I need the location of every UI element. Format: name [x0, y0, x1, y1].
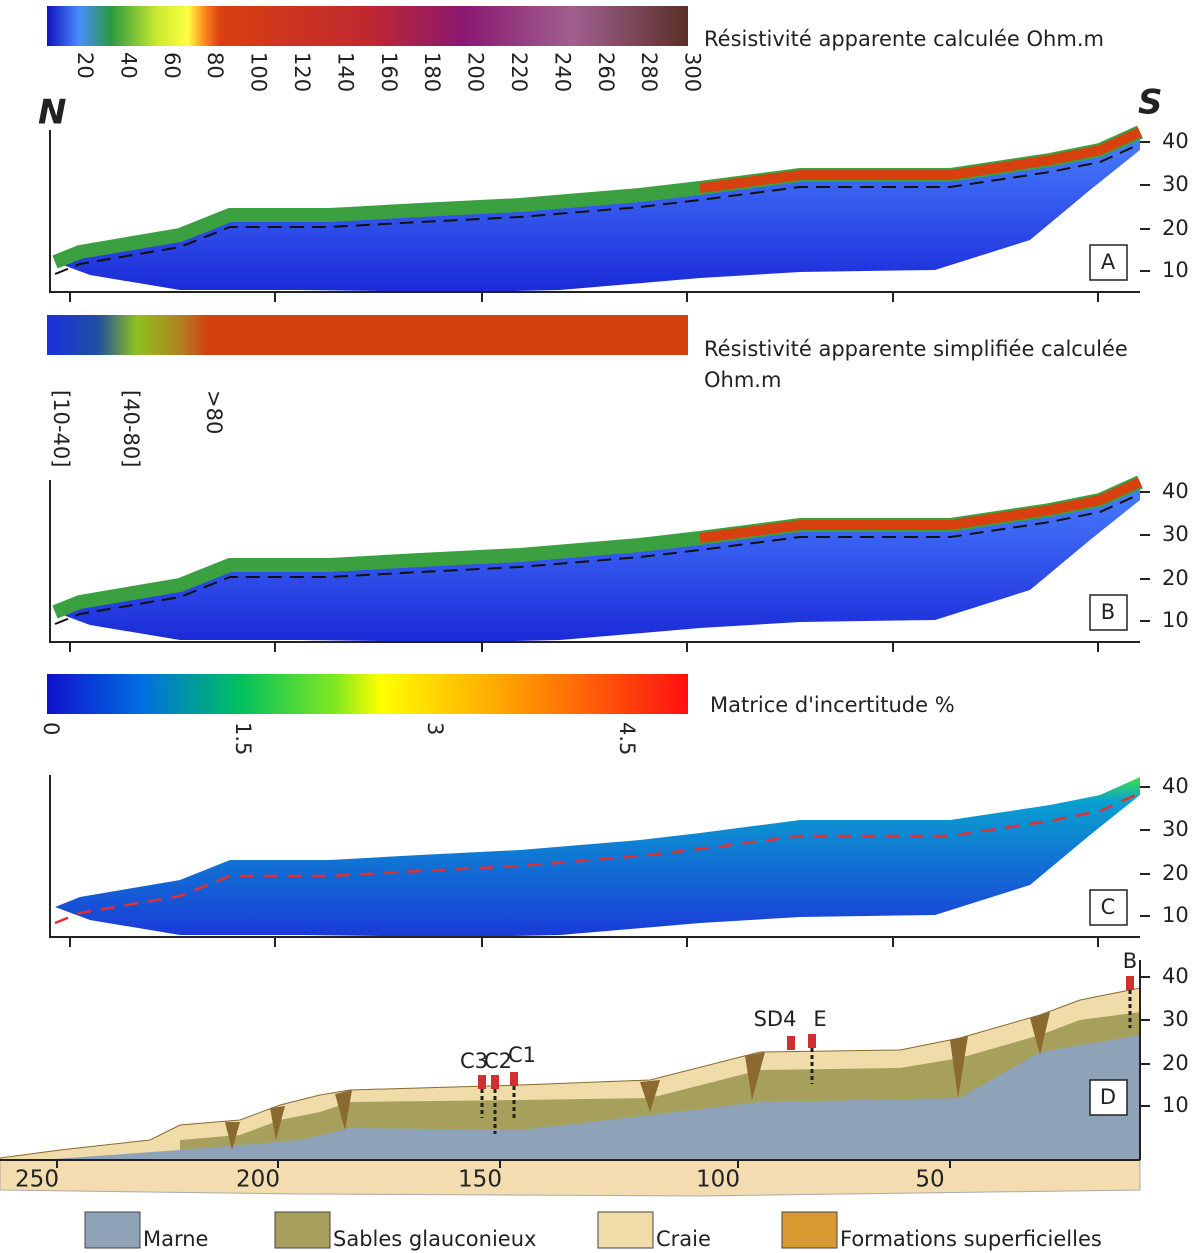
elevation-tick-label: 10	[1162, 608, 1189, 632]
borehole-label: E	[813, 1007, 826, 1031]
borehole-label: SD4	[754, 1007, 797, 1031]
profile	[55, 132, 1140, 292]
legend: Marne Sables glauconieux Craie Formation…	[84, 1211, 1102, 1251]
legend-swatch	[274, 1211, 331, 1249]
legend-label: Formations superficielles	[840, 1227, 1102, 1251]
geological-section	[0, 960, 1141, 1197]
colorbar-a-label: Résistivité apparente calculée Ohm.m	[704, 27, 1104, 51]
elevation-tick-label: 10	[1162, 1093, 1189, 1117]
panel: 40 30 20 10 A	[49, 125, 1189, 302]
distance-tick-label: 200	[236, 1167, 280, 1193]
borehole-markers	[478, 976, 1134, 1089]
elevation-tick-label: 40	[1162, 479, 1189, 503]
panel-label: C	[1101, 895, 1116, 919]
axis	[49, 480, 1140, 643]
colorbar-b-tick-label: [10-40]	[49, 390, 73, 467]
colorbar-a-tick-label: 120	[290, 52, 314, 92]
legend-swatch	[84, 1211, 141, 1249]
colorbar-a-tick-label: 260	[594, 52, 618, 92]
colorbar-c-tick-label: 4.5	[615, 722, 639, 755]
elevation-tick-label: 20	[1162, 1051, 1189, 1075]
fault-wedges	[225, 1012, 1050, 1150]
profile	[55, 777, 1140, 937]
contour	[54, 791, 1141, 925]
panel: 40 30 20 10 D	[1089, 964, 1189, 1117]
elevation-tick-label: 30	[1162, 522, 1189, 546]
colorbar-a-tick-label: 180	[420, 52, 444, 92]
axis	[49, 130, 1140, 293]
legend-label: Sables glauconieux	[333, 1227, 536, 1251]
legend-label: Craie	[656, 1227, 711, 1251]
colorbar-a-tick-label: 200	[464, 52, 488, 92]
borehole-label: C2	[484, 1049, 512, 1073]
colorbar-a-tick-label: 280	[637, 52, 661, 92]
distance-tick-label: 250	[15, 1167, 59, 1193]
south-label: S	[1138, 83, 1163, 123]
colorbar-c-label: Matrice d'incertitude %	[710, 693, 955, 717]
elevation-tick-label: 20	[1162, 861, 1189, 885]
elevation-tick-label: 40	[1162, 129, 1189, 153]
distance-tick-label: 50	[915, 1167, 944, 1193]
north-label: N	[38, 93, 66, 133]
elevation-tick-label: 20	[1162, 566, 1189, 590]
panel-label: A	[1101, 250, 1116, 274]
colorbar-a-tick-label: 60	[160, 52, 184, 79]
panel-label-box	[1089, 1079, 1128, 1116]
colorbar-a-tick-label: 160	[377, 52, 401, 92]
panel-label: D	[1100, 1085, 1116, 1109]
profile	[55, 482, 1140, 642]
colorbar-a-tick-label: 140	[333, 52, 357, 92]
colorbar-a-tick-label: 80	[203, 52, 227, 79]
elevation-tick-label: 30	[1162, 817, 1189, 841]
borehole-logs	[480, 990, 1132, 1134]
colorbar-c-tick-label: 0	[39, 722, 63, 735]
colorbar-c	[47, 674, 688, 714]
elevation-tick-label: 10	[1162, 903, 1189, 927]
colorbar-a-tick-label: 300	[681, 52, 705, 92]
axis	[49, 775, 1140, 938]
colorbar-b-tick-label: [40-80]	[119, 390, 143, 467]
colorbar-a-tick-label: 240	[550, 52, 574, 92]
colorbar-a-tick-label: 100	[247, 52, 271, 92]
colorbar-b	[47, 315, 688, 355]
elevation-tick-label: 30	[1162, 172, 1189, 196]
craie-base	[0, 1159, 1141, 1197]
elevation-tick-label: 40	[1162, 964, 1189, 988]
profile-top	[699, 477, 1143, 543]
distance-tick-label: 100	[696, 1167, 740, 1193]
borehole-label: C3	[460, 1049, 488, 1073]
contour	[54, 493, 1141, 625]
borehole-label: C1	[508, 1043, 536, 1067]
legend-swatch	[781, 1211, 838, 1249]
legend-swatch	[597, 1211, 654, 1249]
distance-tick-label: 150	[458, 1167, 502, 1193]
colorbar-a	[47, 6, 688, 46]
elevation-tick-label: 30	[1162, 1007, 1189, 1031]
panel-label: B	[1101, 600, 1115, 624]
colorbar-b-label: Ohm.m	[704, 368, 781, 392]
colorbar-a-tick-label: 20	[73, 52, 97, 79]
colorbar-b-label: Résistivité apparente simplifiée calculé…	[704, 337, 1128, 361]
panel: 40 30 20 10 B	[49, 475, 1189, 652]
contour	[54, 143, 1141, 275]
borehole-label: B	[1123, 949, 1137, 973]
panel: 40 30 20 10 C	[49, 774, 1189, 947]
profile-top	[699, 127, 1143, 193]
colorbar-c-tick-label: 3	[423, 722, 447, 735]
legend-label: Marne	[143, 1227, 208, 1251]
elevation-tick-label: 10	[1162, 258, 1189, 282]
colorbar-a-tick-label: 40	[116, 52, 140, 79]
panel-label-box	[1089, 244, 1128, 281]
panel-label-box	[1089, 889, 1128, 926]
colorbar-a-tick-label: 220	[507, 52, 531, 92]
panel-label-box	[1089, 594, 1128, 631]
marne	[40, 1035, 1140, 1160]
colorbar-c-tick-label: 1.5	[231, 722, 255, 755]
colorbar-b-tick-label: >80	[202, 390, 226, 434]
elevation-tick-label: 20	[1162, 216, 1189, 240]
elevation-tick-label: 40	[1162, 774, 1189, 798]
